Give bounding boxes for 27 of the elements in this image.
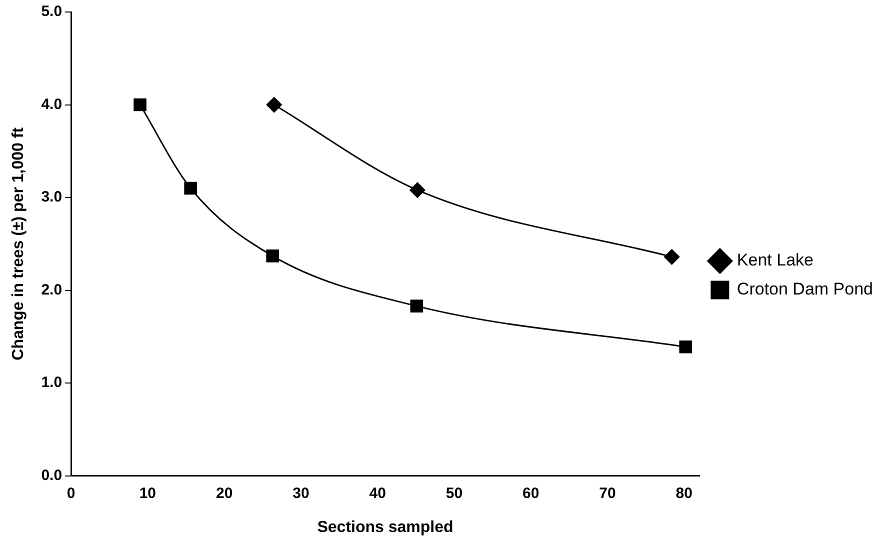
point	[184, 182, 198, 195]
legend-label: Kent Lake	[736, 250, 814, 270]
x-tick-label: 50	[446, 484, 463, 502]
point	[266, 250, 279, 262]
y-tick-label: 5.0	[41, 3, 62, 20]
x-tick-label: 20	[216, 484, 233, 502]
point	[134, 98, 146, 112]
legend-label: Croton Dam Pond	[736, 280, 874, 299]
point	[664, 249, 680, 265]
x-tick-label: 80	[676, 484, 692, 502]
x-tick-label: 70	[599, 484, 616, 502]
point	[266, 97, 282, 113]
y-tick-label: 3.0	[41, 188, 62, 206]
x-tick-label: 10	[139, 484, 156, 502]
y-tick-label: 2.0	[41, 281, 62, 298]
point	[410, 182, 426, 198]
y-tick-label: 0.0	[41, 466, 62, 484]
y-tick-label: 1.0	[41, 374, 62, 392]
x-tick-label: 30	[292, 484, 310, 502]
x-tick-label: 40	[369, 484, 386, 502]
y-tick-label: 4.0	[41, 96, 62, 113]
x-tick-label: 60	[522, 484, 540, 502]
x-tick-label: 0	[66, 484, 76, 502]
point	[679, 340, 692, 354]
point	[410, 300, 424, 312]
y-axis-title: Change in trees (±) per 1,000 ft	[10, 126, 28, 360]
x-axis-title: Sections sampled	[317, 518, 454, 536]
